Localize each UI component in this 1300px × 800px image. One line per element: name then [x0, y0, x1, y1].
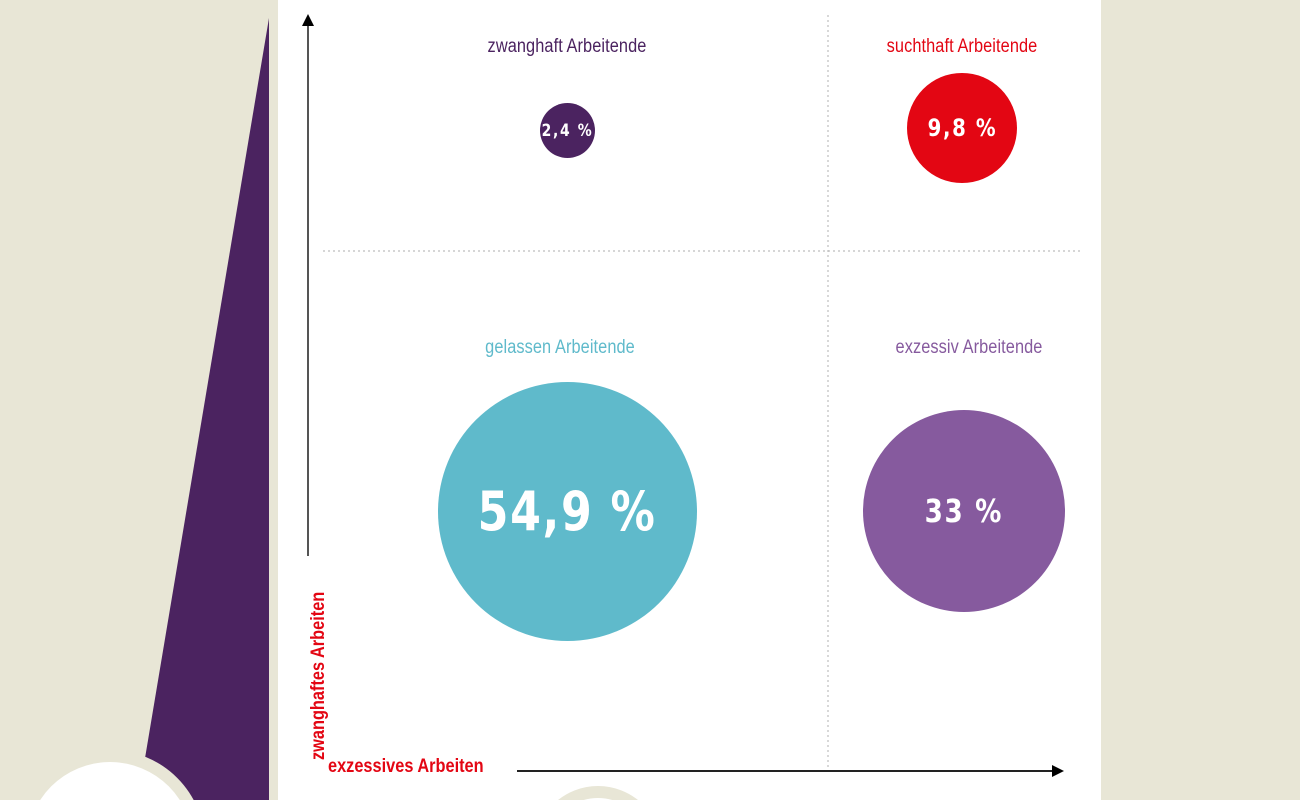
- bubble-zwanghaft: 2,4 %: [540, 103, 595, 158]
- purple-wedge-shape: [138, 18, 269, 800]
- quadrant-label-suchthaft: suchthaft Arbeitende: [886, 36, 1038, 57]
- bubble-gelassen: 54,9 %: [438, 382, 697, 641]
- quadrant-label-gelassen: gelassen Arbeitende: [485, 337, 635, 358]
- bubble-suchthaft: 9,8 %: [907, 73, 1017, 183]
- y-axis-label: zwanghaftes Arbeiten: [308, 591, 329, 760]
- x-axis-arrow-icon: [1052, 765, 1064, 777]
- white-circle-shape: [40, 762, 180, 800]
- bubble-value: 54,9 %: [478, 480, 657, 543]
- bubble-value: 2,4 %: [541, 120, 594, 141]
- bottom-arc-decoration: [558, 786, 638, 800]
- bubble-value: 9,8 %: [927, 114, 997, 142]
- quadrant-label-exzessiv: exzessiv Arbeitende: [895, 337, 1043, 358]
- bubble-value: 33 %: [924, 492, 1004, 530]
- quadrant-label-zwanghaft: zwanghaft Arbeitende: [487, 36, 647, 57]
- y-axis-arrow-icon: [302, 14, 314, 26]
- x-axis-label: exzessives Arbeiten: [328, 756, 484, 777]
- bubble-exzessiv: 33 %: [863, 410, 1065, 612]
